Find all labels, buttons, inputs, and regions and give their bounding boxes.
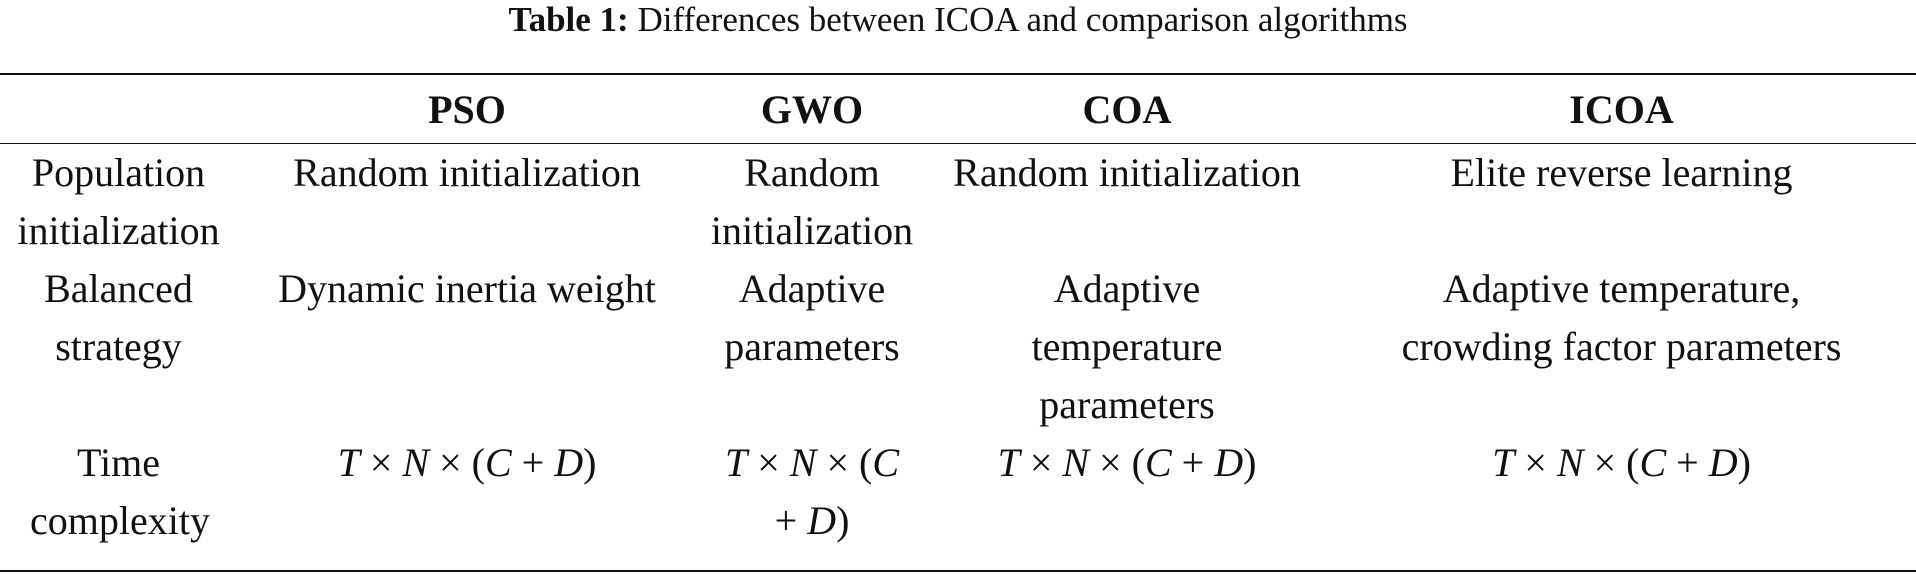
row-label: Population initialization	[17, 150, 220, 253]
top-rule	[0, 73, 1916, 75]
table-cell: T × N × (C + D)	[337, 440, 597, 485]
table-cell: Random initialization	[710, 150, 914, 253]
bottom-rule	[0, 570, 1916, 572]
header-cell: COA	[1082, 87, 1172, 132]
comparison-table: PSO GWO COA ICOA Population initializati…	[0, 76, 1916, 550]
table-cell: Adaptive temperature parameters	[1031, 266, 1223, 427]
row-label: Time complexity	[30, 440, 210, 543]
row-label: Balanced strategy	[44, 266, 193, 369]
header-cell: GWO	[760, 87, 864, 132]
table-caption: Table 1: Differences between ICOA and co…	[0, 0, 1916, 40]
table-row: Balanced strategy Dynamic inertia weight…	[0, 260, 1916, 434]
caption-label: Table 1:	[508, 0, 629, 39]
table-header-row: PSO GWO COA ICOA	[0, 76, 1916, 144]
table-cell: T × N × (C + D)	[724, 440, 900, 543]
table-cell: T × N × (C + D)	[997, 440, 1257, 485]
table-cell: Adaptive temperature, crowding factor pa…	[1401, 266, 1842, 369]
table-cell: Elite reverse learning	[1450, 150, 1793, 195]
header-rule	[0, 143, 1916, 144]
table-cell: Random initialization	[953, 150, 1301, 195]
header-cell	[0, 76, 237, 144]
table-row: Population initialization Random initial…	[0, 144, 1916, 260]
table-cell: T × N × (C + D)	[1492, 440, 1751, 485]
table-row: Time complexity T × N × (C + D) T × N × …	[0, 434, 1916, 550]
table-cell: Random initialization	[293, 150, 641, 195]
table-cell: Adaptive parameters	[724, 266, 900, 369]
table-cell: Dynamic inertia weight	[278, 266, 656, 311]
caption-text: Differences between ICOA and comparison …	[637, 0, 1408, 39]
header-cell: PSO	[428, 87, 506, 132]
header-cell: ICOA	[1569, 87, 1674, 132]
